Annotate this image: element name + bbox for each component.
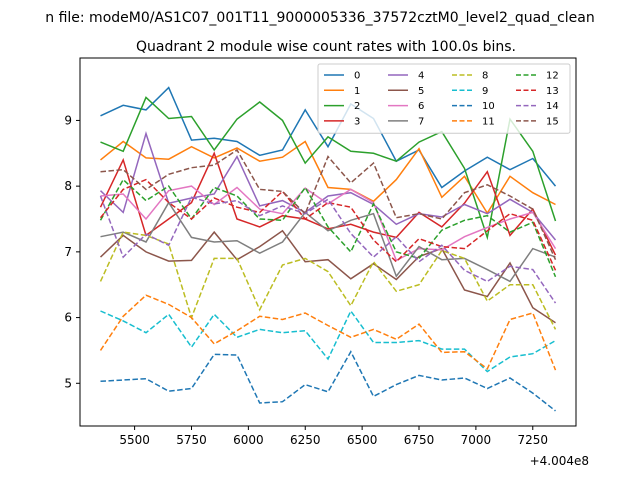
legend-label-5: 5 [418, 86, 424, 97]
legend-label-11: 11 [482, 116, 495, 127]
series-line-13 [99, 178, 557, 271]
legend-box [317, 63, 571, 134]
series-line-2 [100, 96, 557, 241]
chart-title: Quadrant 2 module wise count rates with … [136, 39, 516, 55]
legend-label-14: 14 [546, 101, 559, 112]
legend-label-3: 3 [354, 116, 360, 127]
x-axis: 5500 5750 6000 6250 6500 6750 7000 7250 [119, 426, 548, 447]
legend-label-4: 4 [418, 71, 424, 82]
series-line-10 [100, 350, 556, 412]
legend-label-8: 8 [482, 71, 488, 82]
axes-frame [79, 57, 577, 427]
x-tick-label: 6250 [290, 433, 321, 447]
series-line-12 [99, 178, 557, 278]
series-line-8 [99, 231, 557, 330]
y-tick-label: 7 [64, 245, 72, 259]
series-line-14 [99, 195, 557, 304]
x-tick-label: 6000 [233, 433, 264, 447]
series-line-15 [100, 148, 557, 261]
x-tick-label: 6750 [404, 433, 435, 447]
figure-suptitle: n file: modeM0/AS1C07_001T11_9000005336_… [45, 10, 594, 26]
legend-label-15: 15 [546, 116, 559, 127]
series-line-11 [99, 294, 557, 371]
series-line-6 [100, 185, 557, 262]
legend-label-13: 13 [546, 86, 559, 97]
legend-label-1: 1 [354, 86, 360, 97]
legend-label-7: 7 [418, 116, 424, 127]
x-tick-label: 5750 [176, 433, 207, 447]
series-line-5 [99, 229, 556, 324]
legend-label-9: 9 [482, 86, 488, 97]
x-offset-label: +4.004e8 [530, 454, 589, 468]
series-line-7 [100, 201, 556, 283]
legend-label-2: 2 [354, 101, 360, 112]
legend-label-10: 10 [482, 101, 495, 112]
series-line-1 [100, 140, 556, 215]
legend-label-0: 0 [354, 71, 360, 82]
y-axis: 5 6 7 8 9 [64, 113, 80, 390]
y-tick-label: 6 [64, 311, 72, 325]
x-tick-label: 7000 [461, 433, 492, 447]
x-tick-label: 5500 [119, 433, 150, 447]
legend-label-6: 6 [418, 101, 424, 112]
y-tick-label: 8 [64, 179, 72, 193]
x-tick-label: 6500 [347, 433, 378, 447]
series-line-9 [100, 309, 556, 373]
y-tick-label: 5 [64, 376, 72, 390]
series-lines [99, 86, 557, 412]
series-line-4 [99, 131, 557, 241]
series-line-0 [100, 86, 557, 189]
y-tick-label: 9 [64, 113, 72, 127]
legend-label-12: 12 [546, 71, 559, 82]
x-tick-label: 7250 [517, 433, 548, 447]
